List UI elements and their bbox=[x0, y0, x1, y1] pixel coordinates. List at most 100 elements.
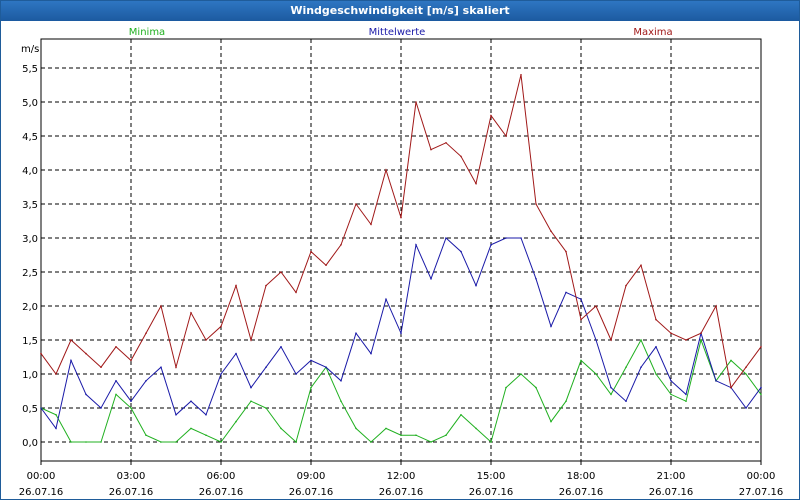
data-point-mittelwerte bbox=[580, 298, 582, 301]
data-point-maxima bbox=[445, 142, 447, 144]
x-tick-time: 12:00 bbox=[387, 471, 416, 482]
y-tick-label: 5,0 bbox=[22, 98, 38, 109]
data-point-minima bbox=[730, 359, 732, 362]
data-point-maxima bbox=[295, 291, 297, 294]
x-tick-date: 26.07.16 bbox=[469, 487, 514, 498]
data-point-maxima bbox=[610, 339, 612, 341]
data-point-mittelwerte bbox=[445, 237, 447, 239]
wind-speed-chart: 0,0 0,5 1,0 1,5 2,0 2,5 3,0 3,5 4,0 4,5 5,0 5,5 m/s 0… bbox=[19, 27, 784, 498]
data-point-maxima bbox=[265, 284, 267, 287]
data-point-mittelwerte bbox=[325, 366, 327, 369]
data-point-minima bbox=[580, 359, 582, 362]
y-tick-label: 1,5 bbox=[22, 336, 38, 347]
data-point-minima bbox=[700, 339, 702, 341]
data-point-mittelwerte bbox=[715, 380, 717, 382]
data-point-maxima bbox=[100, 366, 102, 369]
data-point-maxima bbox=[355, 203, 357, 205]
data-point-maxima bbox=[520, 74, 522, 76]
data-point-mittelwerte bbox=[610, 386, 612, 389]
x-tick-time: 00:00 bbox=[27, 471, 56, 482]
data-point-maxima bbox=[595, 305, 597, 307]
data-point-maxima bbox=[580, 318, 582, 321]
data-point-minima bbox=[520, 373, 522, 375]
data-point-mittelwerte bbox=[340, 380, 342, 382]
data-point-mittelwerte bbox=[565, 291, 567, 294]
data-point-minima bbox=[670, 393, 672, 396]
data-point-minima bbox=[430, 441, 432, 443]
legend-mittelwerte: Mittelwerte bbox=[369, 27, 426, 38]
data-point-maxima bbox=[160, 305, 162, 307]
x-tick-time: 15:00 bbox=[477, 471, 506, 482]
data-point-minima bbox=[295, 441, 297, 443]
data-point-mittelwerte bbox=[355, 332, 357, 335]
data-point-maxima bbox=[115, 346, 117, 348]
data-point-minima bbox=[745, 373, 747, 375]
data-point-minima bbox=[175, 441, 177, 443]
data-point-mittelwerte bbox=[655, 346, 657, 348]
data-point-mittelwerte bbox=[385, 298, 387, 301]
data-point-mittelwerte bbox=[430, 278, 432, 280]
data-point-maxima bbox=[565, 250, 567, 253]
data-point-minima bbox=[565, 400, 567, 403]
data-point-maxima bbox=[205, 339, 207, 341]
data-point-maxima bbox=[40, 352, 42, 355]
data-point-minima bbox=[235, 420, 237, 423]
data-point-maxima bbox=[415, 101, 417, 103]
data-point-maxima bbox=[460, 155, 462, 158]
data-point-maxima bbox=[760, 346, 762, 348]
data-point-mittelwerte bbox=[250, 386, 252, 389]
data-point-mittelwerte bbox=[370, 352, 372, 355]
data-point-mittelwerte bbox=[175, 414, 177, 416]
data-point-minima bbox=[205, 434, 207, 437]
data-point-mittelwerte bbox=[625, 400, 627, 403]
data-point-maxima bbox=[70, 339, 72, 341]
data-point-mittelwerte bbox=[490, 244, 492, 246]
data-point-minima bbox=[100, 441, 102, 443]
data-point-minima bbox=[385, 427, 387, 430]
data-point-minima bbox=[535, 386, 537, 389]
data-point-maxima bbox=[625, 284, 627, 287]
data-point-maxima bbox=[685, 339, 687, 341]
data-point-minima bbox=[310, 386, 312, 389]
x-tick-date: 26.07.16 bbox=[109, 487, 154, 498]
data-point-mittelwerte bbox=[760, 386, 762, 389]
y-tick-label: 2,0 bbox=[22, 302, 38, 313]
data-point-minima bbox=[655, 373, 657, 375]
x-tick-time: 06:00 bbox=[207, 471, 236, 482]
data-point-mittelwerte bbox=[115, 380, 117, 382]
legend-minima: Minima bbox=[129, 27, 165, 38]
x-tick-date: 26.07.16 bbox=[199, 487, 244, 498]
data-point-minima bbox=[55, 414, 57, 416]
data-point-maxima bbox=[730, 386, 732, 389]
y-tick-label: 3,5 bbox=[22, 200, 38, 211]
y-tick-label: 2,5 bbox=[22, 268, 38, 279]
data-point-minima bbox=[445, 434, 447, 437]
data-point-maxima bbox=[475, 182, 477, 185]
data-point-maxima bbox=[250, 339, 252, 341]
data-point-minima bbox=[85, 441, 87, 443]
data-point-mittelwerte bbox=[535, 278, 537, 280]
data-point-maxima bbox=[550, 230, 552, 232]
data-point-minima bbox=[625, 366, 627, 369]
data-point-minima bbox=[340, 400, 342, 403]
data-point-maxima bbox=[85, 352, 87, 355]
data-point-maxima bbox=[655, 318, 657, 321]
x-tick-date: 26.07.16 bbox=[289, 487, 334, 498]
x-tick-time: 21:00 bbox=[657, 471, 686, 482]
data-point-maxima bbox=[715, 305, 717, 307]
data-point-maxima bbox=[490, 114, 492, 117]
data-point-maxima bbox=[280, 271, 282, 273]
data-point-mittelwerte bbox=[100, 407, 102, 409]
data-point-mittelwerte bbox=[640, 366, 642, 369]
data-point-mittelwerte bbox=[670, 380, 672, 382]
data-point-maxima bbox=[130, 359, 132, 362]
data-point-maxima bbox=[640, 264, 642, 266]
data-point-minima bbox=[250, 400, 252, 403]
data-point-mittelwerte bbox=[295, 373, 297, 375]
data-point-maxima bbox=[175, 366, 177, 369]
data-point-minima bbox=[505, 386, 507, 389]
data-point-mittelwerte bbox=[145, 380, 147, 382]
data-point-minima bbox=[760, 393, 762, 396]
x-tick-time: 00:00 bbox=[747, 471, 776, 482]
data-point-minima bbox=[115, 393, 117, 396]
